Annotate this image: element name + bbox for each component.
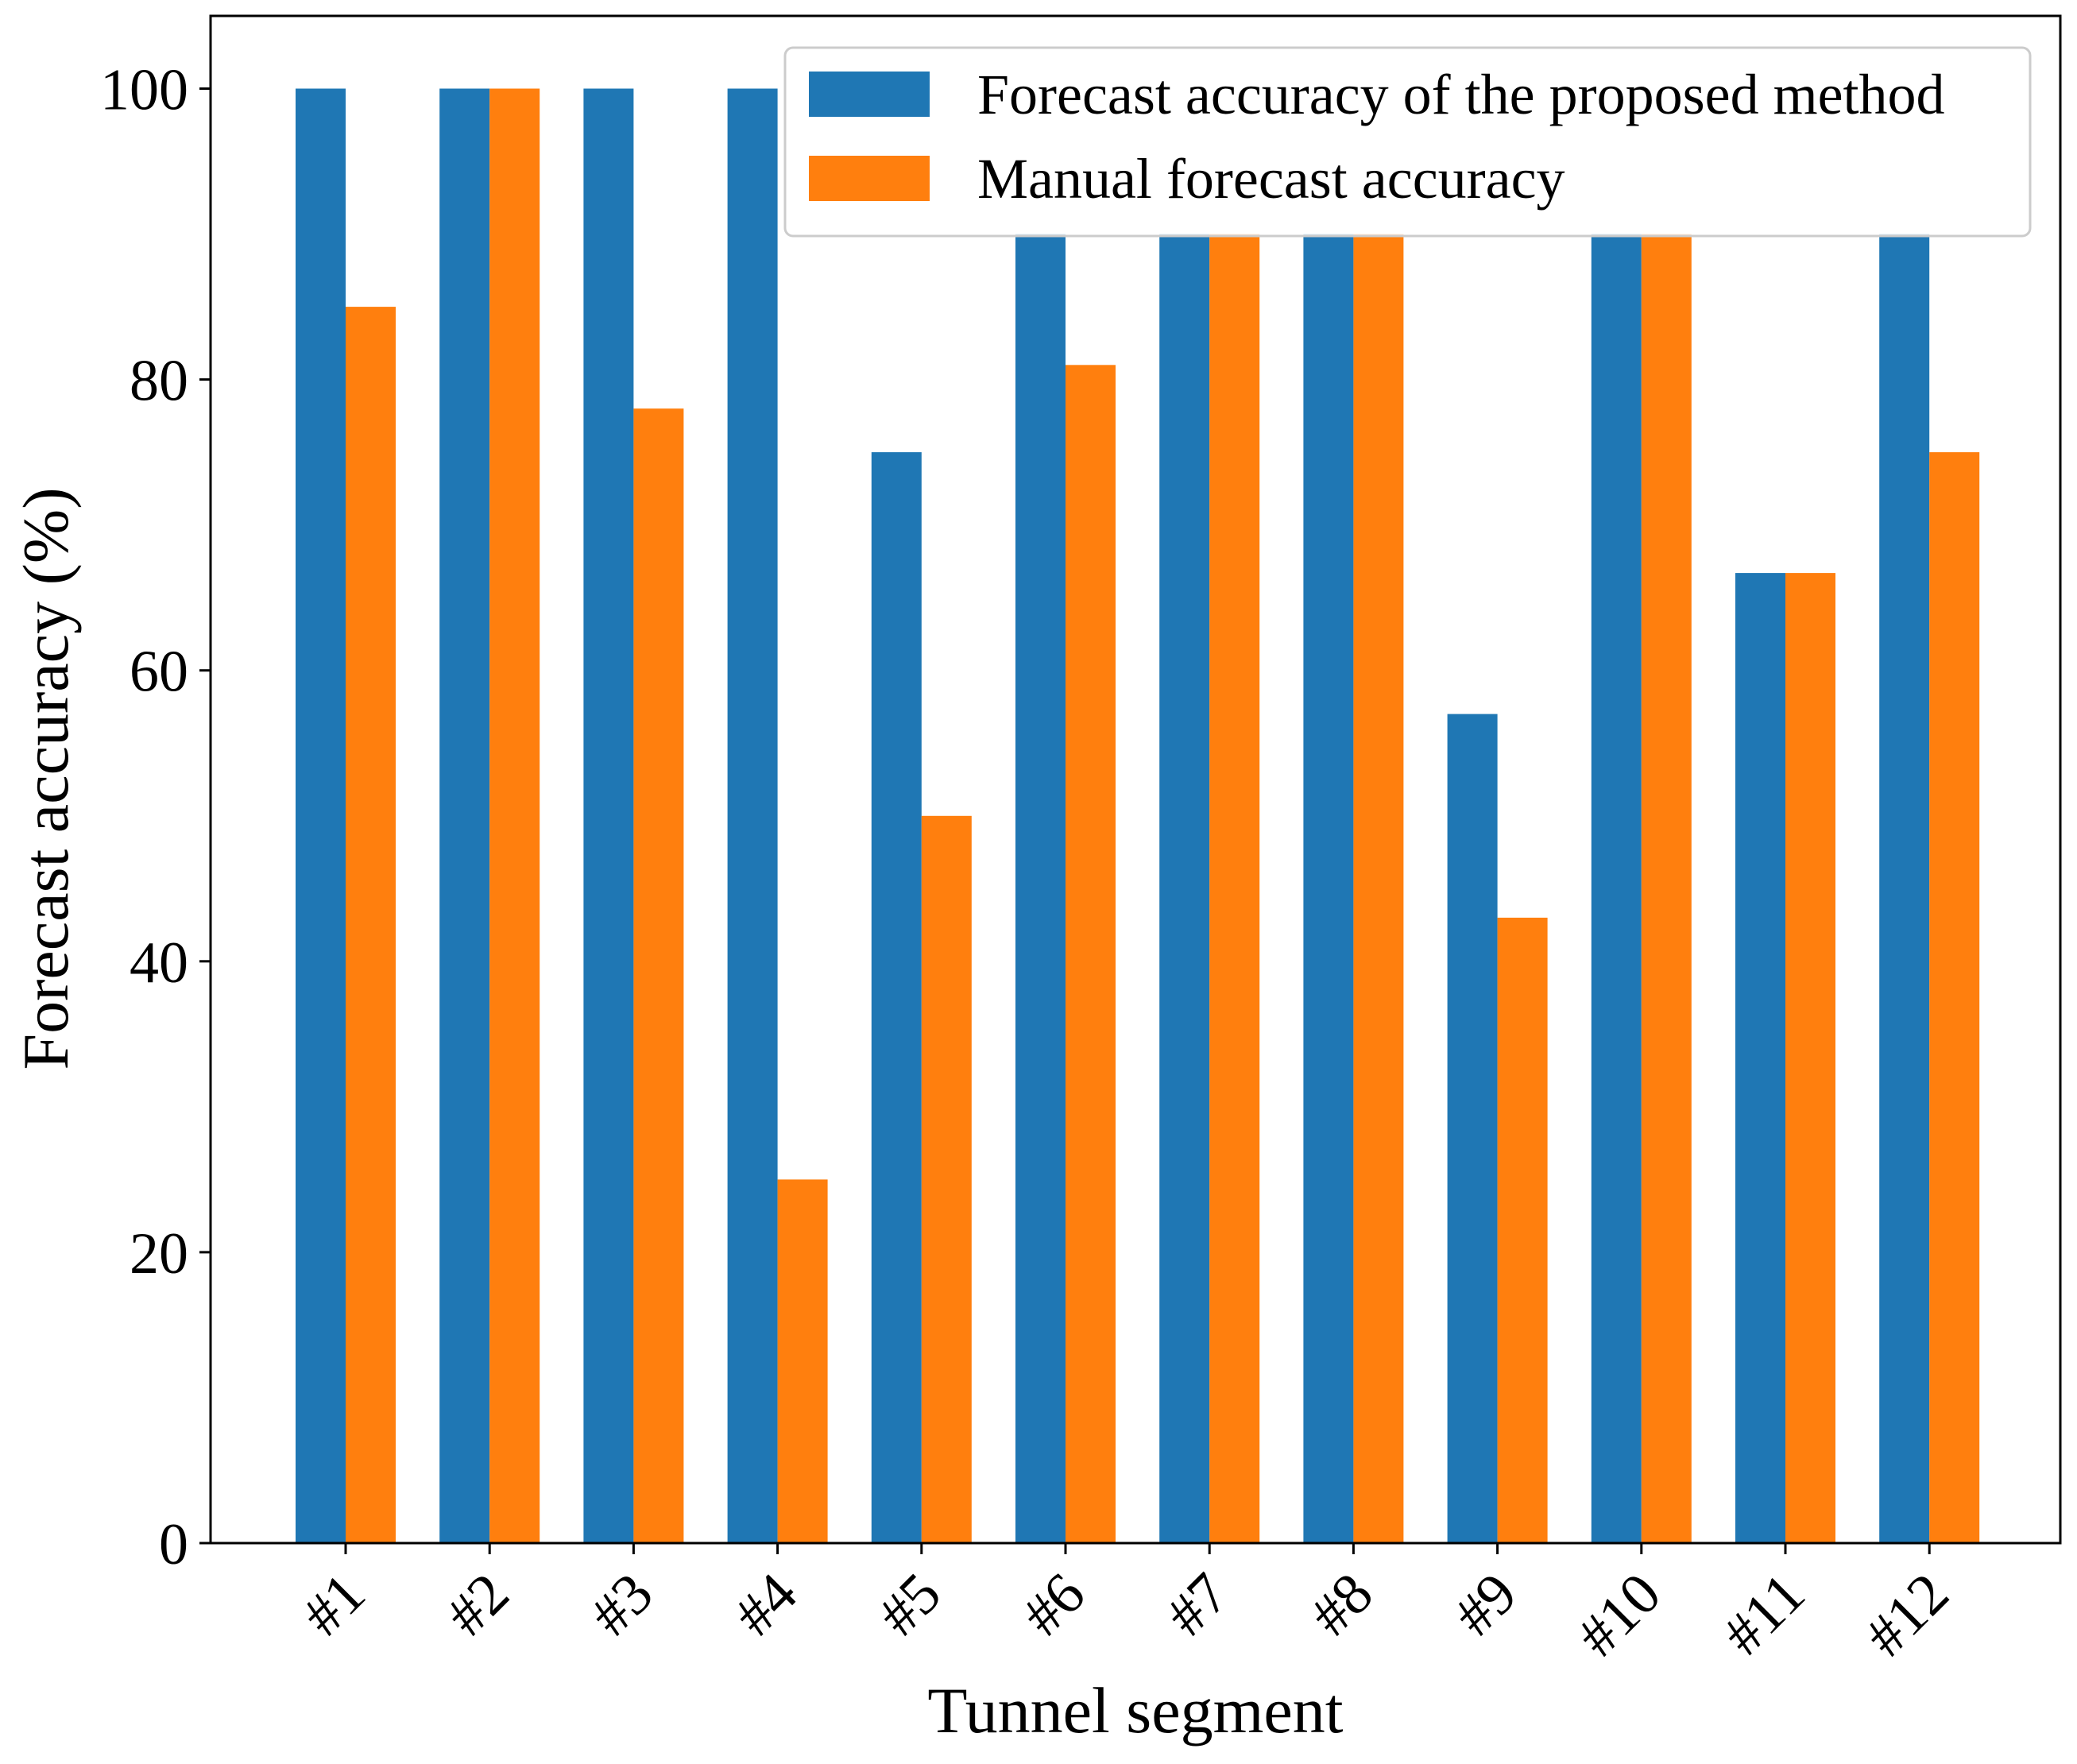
bar-manual-5 [921,815,972,1543]
legend: Forecast accuracy of the proposed method… [783,46,2032,238]
bar-proposed-5 [871,452,922,1543]
bars-group [296,88,1980,1544]
x-tick-label: #12 [1853,1561,1961,1669]
bar-manual-2 [489,88,540,1543]
bar-manual-7 [1209,234,1260,1544]
legend-label-proposed: Forecast accuracy of the proposed method [977,63,1945,126]
bar-manual-8 [1353,234,1404,1544]
bar-proposed-3 [583,88,634,1543]
bar-proposed-9 [1447,714,1498,1543]
x-tick-label: #3 [578,1561,665,1648]
y-tick-label: 60 [130,640,188,705]
x-tick-label: #9 [1442,1561,1530,1648]
legend-swatch-proposed [809,72,930,117]
x-tick-label: #2 [434,1561,521,1648]
legend-label-manual: Manual forecast accuracy [977,147,1565,211]
bar-manual-12 [1929,452,1980,1543]
bar-proposed-7 [1159,234,1210,1544]
plot-frame [209,14,2062,1545]
x-tick-label: #6 [1010,1561,1097,1648]
x-tick-label: #7 [1154,1561,1241,1648]
legend-frame [783,46,2032,238]
bar-proposed-2 [439,88,490,1543]
bar-manual-10 [1641,234,1692,1544]
legend-swatch-manual [809,156,930,201]
bar-proposed-4 [727,88,778,1543]
bar-manual-1 [346,307,396,1544]
x-tick-label: #5 [866,1561,953,1648]
bar-proposed-8 [1303,234,1354,1544]
y-tick-label: 100 [100,58,188,123]
x-tick-label: #8 [1298,1561,1385,1648]
x-axis-label: Tunnel segment [927,1674,1343,1747]
bar-proposed-11 [1735,573,1785,1543]
x-tick-label: #1 [290,1561,377,1648]
bar-proposed-12 [1879,234,1930,1544]
bar-proposed-10 [1591,234,1642,1544]
x-tick-label: #11 [1711,1561,1818,1668]
x-tick-label: #4 [722,1561,810,1648]
y-tick-label: 20 [130,1221,188,1286]
bar-manual-9 [1497,917,1548,1543]
bar-manual-4 [777,1179,828,1543]
bar-proposed-6 [1015,234,1066,1544]
bar-proposed-1 [296,88,346,1543]
y-tick-label: 40 [130,930,188,996]
bar-manual-11 [1785,573,1835,1543]
x-axis: #1 #2 #3 #4 #5 #6 #7 #8 #9 #10 #11 #12 [290,1543,1962,1669]
bar-manual-6 [1066,365,1116,1543]
bar-manual-3 [633,408,684,1544]
x-tick-label: #10 [1565,1561,1673,1669]
y-tick-label: 0 [159,1512,188,1577]
y-axis: 0 20 40 60 80 100 [100,58,211,1577]
y-tick-label: 80 [130,349,188,414]
y-axis-label: Forecast accuracy (%) [10,488,82,1070]
